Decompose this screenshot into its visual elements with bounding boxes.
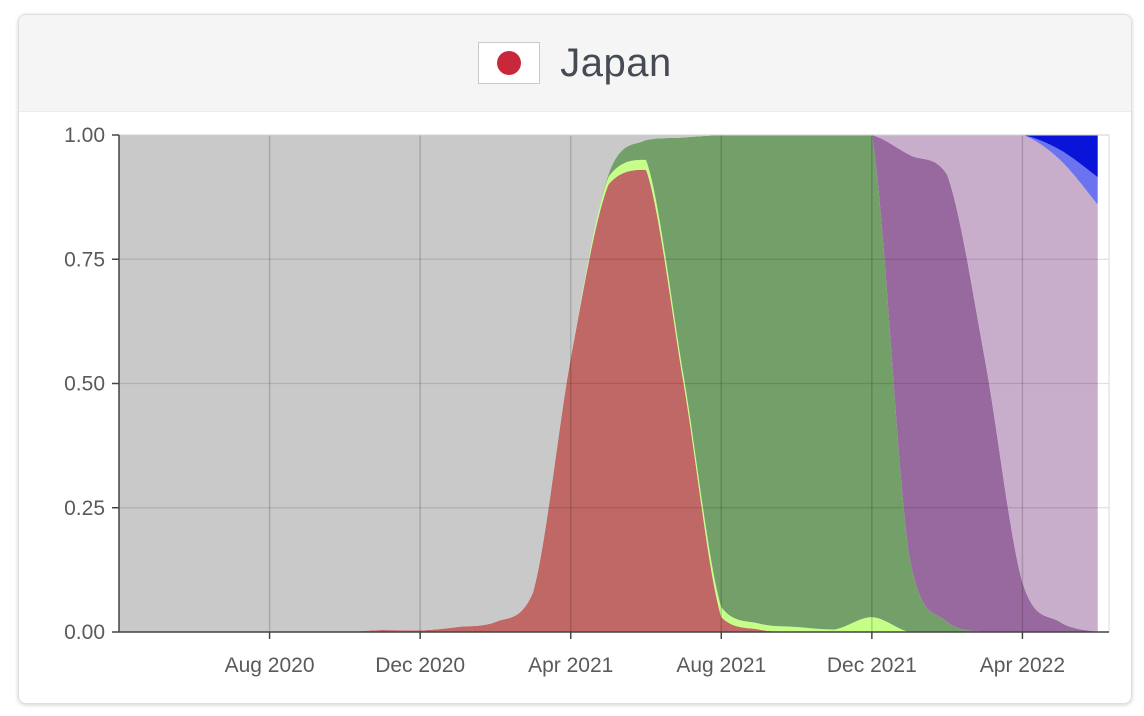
x-tick-label: Dec 2020 (375, 654, 465, 677)
japan-flag-icon (478, 42, 541, 84)
area-series-s5 (119, 135, 1098, 632)
flag-disc (497, 51, 522, 75)
y-tick-label: 0.50 (64, 373, 105, 396)
area-series-other (119, 135, 1098, 632)
y-tick-label: 1.00 (64, 124, 105, 147)
area-series-s3 (119, 135, 1098, 632)
y-tick-label: 0.25 (64, 497, 105, 520)
area-series-s1 (119, 169, 1098, 633)
country-title: Japan (560, 40, 672, 85)
x-tick-label: Apr 2022 (980, 654, 1065, 677)
y-tick-label: 0.00 (64, 621, 105, 644)
x-tick-label: Apr 2021 (528, 654, 613, 677)
area-series-s4 (119, 135, 1098, 632)
x-tick-label: Aug 2021 (676, 654, 766, 677)
x-tick-label: Aug 2020 (225, 654, 315, 677)
variant-share-chart: 0.00 0.25 0.50 0.75 1.00 Aug 2020 Dec 2020 Apr … (64, 124, 1110, 677)
card-header: Japan (19, 15, 1131, 112)
chart-card: Japan 0.00 0.25 0.50 0.75 1.00 Aug 2020 Dec 20… (18, 14, 1132, 704)
y-tick-label: 0.75 (64, 248, 105, 271)
x-tick-label: Dec 2021 (827, 654, 917, 677)
